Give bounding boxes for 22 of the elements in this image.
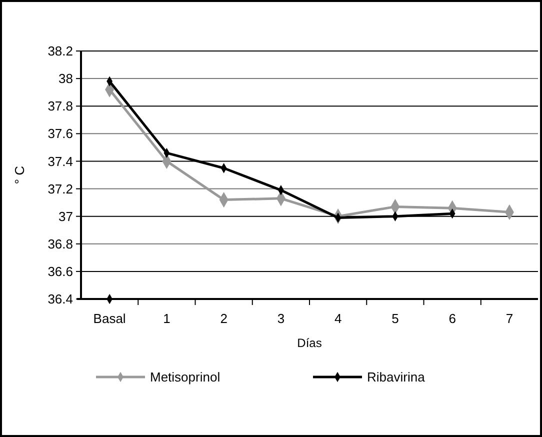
legend-label: Ribavirina (367, 370, 426, 385)
x-tick-label: 5 (392, 311, 399, 326)
y-tick-label: 37.6 (48, 126, 73, 142)
y-tick-label: 36.6 (48, 264, 73, 279)
y-tick-label: 37 (58, 208, 73, 224)
x-tick-label: 2 (220, 311, 228, 326)
y-tick-label: 38.2 (48, 44, 73, 59)
x-tick-label: 6 (448, 311, 456, 326)
y-tick-label: 38 (58, 71, 73, 86)
x-tick-label: 1 (163, 311, 170, 326)
y-tick-label: 37.2 (48, 181, 73, 196)
y-tick-label: 36.8 (48, 236, 73, 252)
legend-label: Metisoprinol (150, 370, 220, 385)
y-tick-label: 36.4 (48, 292, 73, 307)
x-axis-title: Días (297, 336, 322, 350)
x-tick-label: Basal (93, 311, 126, 326)
y-tick-label: 37.4 (48, 154, 73, 169)
x-tick-label: 3 (277, 311, 285, 326)
x-tick-label: 4 (334, 311, 342, 326)
y-tick-label: 37.8 (48, 98, 73, 114)
x-tick-label: 7 (506, 311, 514, 326)
y-axis-title: ° C (12, 166, 27, 184)
